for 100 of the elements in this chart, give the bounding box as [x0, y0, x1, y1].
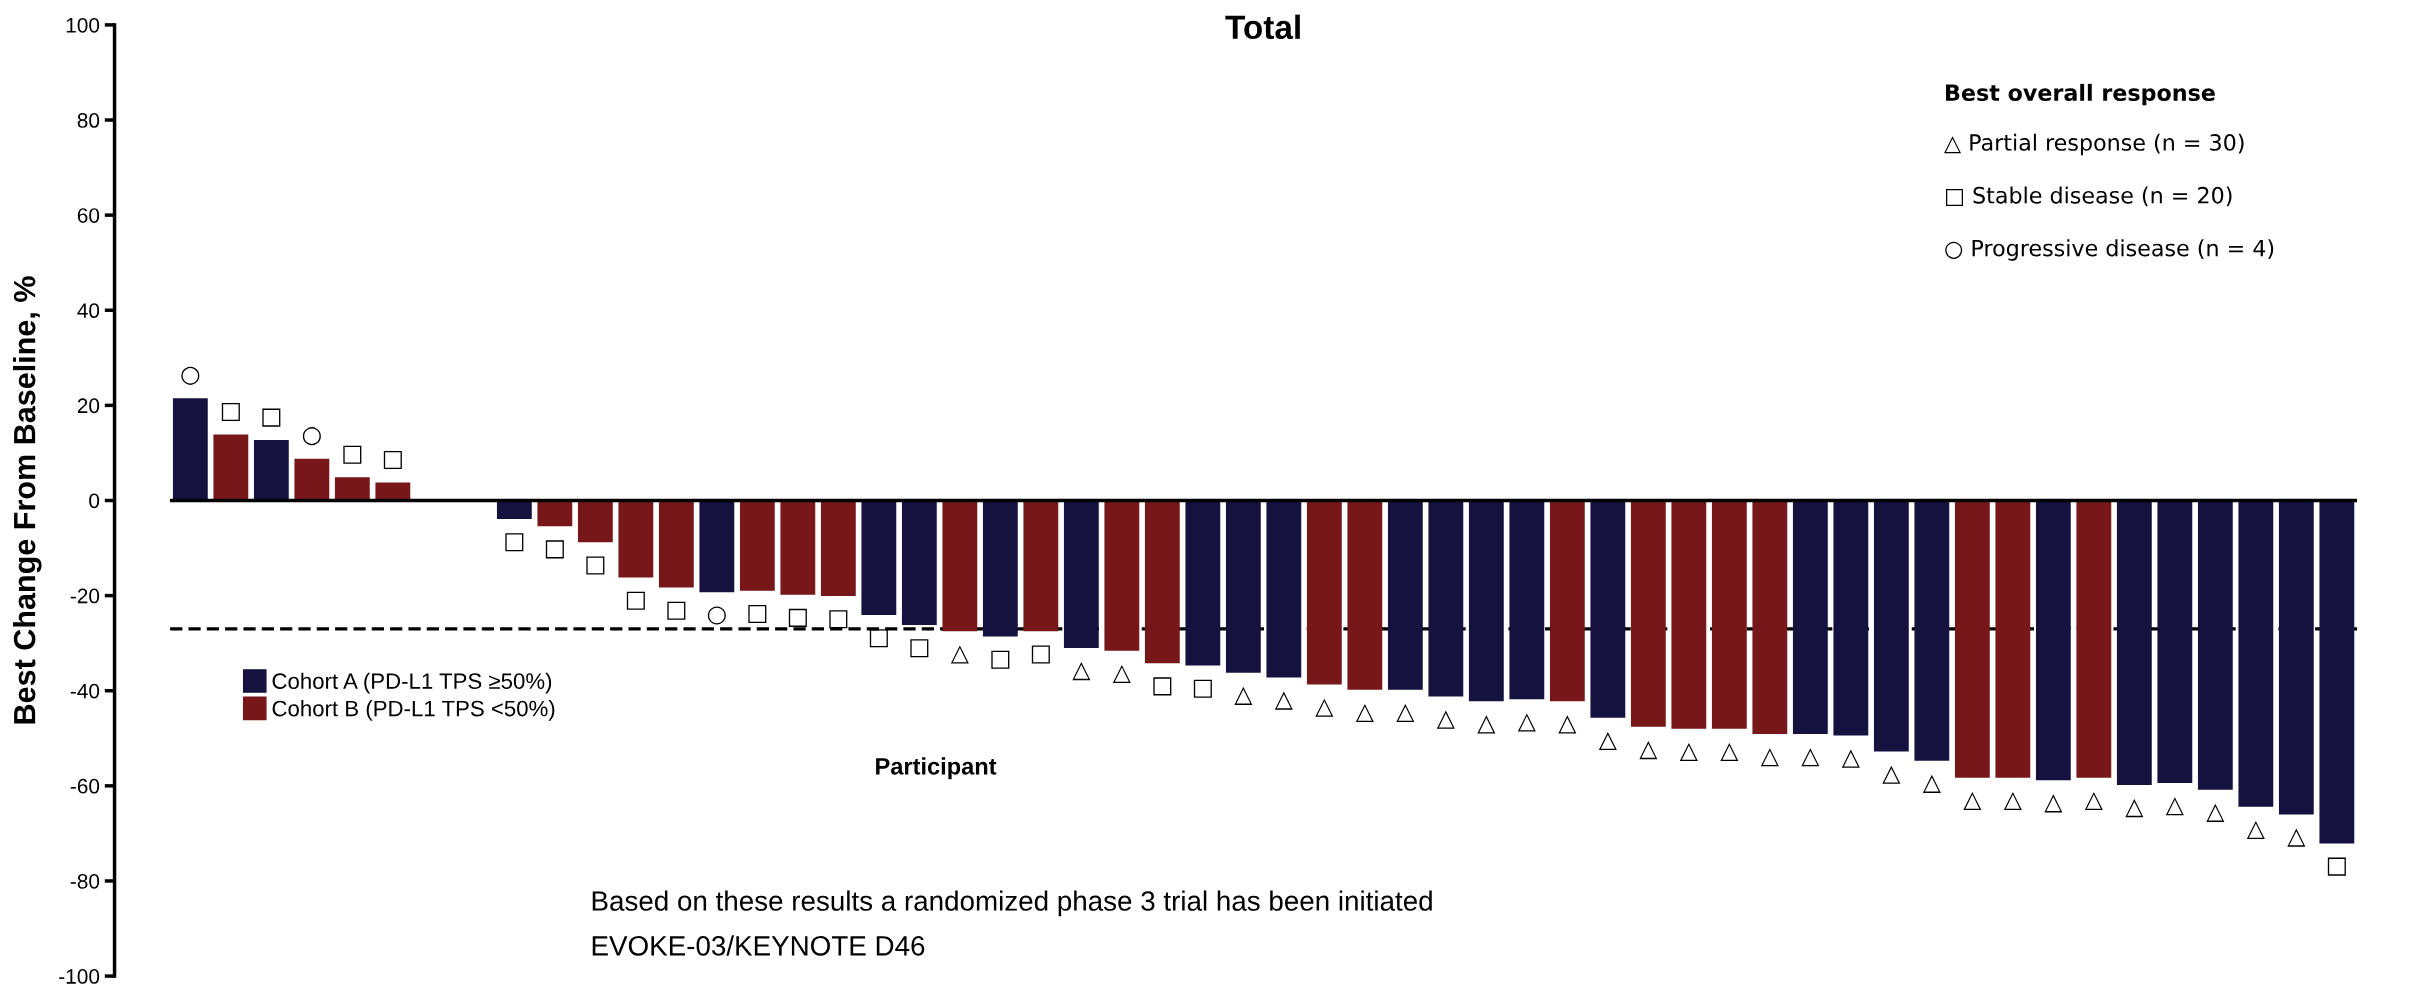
bar: [942, 500, 978, 632]
bar: [1428, 500, 1464, 697]
data-label: △: [2084, 791, 2103, 811]
chart-title: Total: [1225, 14, 1300, 40]
y-tick-label: -20: [70, 588, 100, 604]
bar: [739, 500, 775, 591]
data-label: △: [1882, 765, 1901, 784]
bar: [1792, 500, 1828, 734]
annotation: △ Partial response (n = 30): [1944, 133, 2244, 156]
bar: [699, 500, 735, 593]
bar: [1266, 500, 1302, 678]
bar: [172, 398, 208, 501]
y-tick-label: -80: [70, 873, 100, 889]
bar: [982, 500, 1018, 637]
data-label: □: [667, 601, 686, 620]
data-label: △: [2246, 820, 2265, 840]
data-label: □: [788, 608, 807, 627]
bar: [213, 434, 249, 501]
y-tick-label: 0: [89, 493, 100, 509]
bar: [1671, 500, 1707, 729]
bar: [253, 440, 289, 501]
bar: [2238, 500, 2274, 807]
y-tick-label: 100: [66, 17, 100, 33]
annotation: EVOKE-03/KEYNOTE D46: [592, 935, 925, 956]
bar: [1063, 500, 1099, 648]
data-label: △: [1396, 703, 1415, 723]
data-label: △: [1598, 732, 1617, 751]
data-label: △: [1436, 710, 1455, 729]
data-label: □: [2327, 857, 2346, 876]
data-label: □: [626, 591, 645, 610]
data-label: □: [829, 610, 848, 629]
data-label: △: [1922, 774, 1941, 793]
bar: [2076, 500, 2112, 778]
annotation: Best overall response: [1946, 83, 2215, 106]
data-label: △: [2287, 828, 2306, 847]
data-label: △: [1517, 713, 1536, 732]
bar: [1023, 500, 1059, 632]
y-tick-label: 80: [77, 113, 100, 128]
bar: [1509, 500, 1545, 700]
bar: [658, 500, 694, 588]
bar: [1185, 500, 1221, 666]
bar: [1914, 500, 1950, 761]
bar: [1468, 500, 1504, 702]
data-label: △: [1801, 748, 1820, 767]
data-label: □: [586, 556, 605, 575]
data-label: △: [1072, 662, 1091, 681]
bar: [2319, 500, 2355, 844]
bar: [2197, 500, 2233, 790]
bar: [1752, 500, 1788, 734]
y-axis-title: Best Change From Baseline, %: [12, 276, 42, 724]
data-label: △: [1963, 791, 1982, 811]
bar: [2278, 500, 2314, 815]
data-label: △: [2206, 803, 2225, 822]
bar: [1104, 500, 1140, 651]
data-label: □: [1193, 679, 1212, 698]
bar: [1711, 500, 1747, 729]
annotation: □ Stable disease (n = 20): [1946, 186, 2232, 207]
data-label: △: [1315, 698, 1334, 717]
data-label: □: [262, 408, 281, 427]
bar: [334, 477, 370, 501]
bar: [1954, 500, 1990, 778]
y-tick-label: 60: [77, 208, 100, 223]
y-tick-label: -100: [59, 969, 100, 984]
data-label: □: [221, 402, 240, 421]
data-label: △: [1274, 691, 1293, 710]
data-label: □: [910, 639, 929, 658]
data-label: △: [1760, 748, 1779, 767]
data-label: △: [1639, 741, 1658, 760]
bar: [2116, 500, 2152, 785]
legend-label: Cohort A (PD-L1 TPS ≥50%): [272, 672, 552, 694]
data-label: □: [1153, 677, 1172, 696]
y-tick-label: 20: [77, 398, 100, 414]
data-label: □: [383, 450, 402, 469]
data-label: □: [748, 605, 767, 624]
annotation: ○ Progressive disease (n = 4): [1945, 239, 2274, 261]
y-tick-label: -60: [70, 778, 100, 794]
bar: [1144, 500, 1180, 664]
bar: [1873, 500, 1909, 752]
data-label: □: [545, 540, 564, 559]
data-label: △: [1234, 686, 1253, 705]
bar: [618, 500, 654, 578]
data-label: △: [1112, 664, 1131, 684]
legend-label: Cohort B (PD-L1 TPS <50%): [272, 700, 555, 721]
bar: [577, 500, 613, 543]
bar: [2035, 500, 2071, 781]
bar: [1225, 500, 1261, 673]
bar: [1347, 500, 1383, 690]
bar: [294, 458, 330, 501]
data-label: ○: [707, 606, 726, 625]
bar: [2157, 500, 2193, 783]
x-axis-title: Participant: [876, 757, 997, 780]
bar: [820, 500, 856, 597]
data-label: △: [2044, 794, 2063, 813]
bar: [1590, 500, 1626, 718]
data-label: □: [991, 650, 1010, 669]
data-label: □: [343, 445, 362, 464]
bar: [1995, 500, 2031, 778]
data-label: △: [1720, 742, 1739, 762]
data-label: △: [1679, 742, 1698, 762]
annotation: Based on these results a randomized phase 3 trial has been initiated: [592, 890, 1432, 917]
